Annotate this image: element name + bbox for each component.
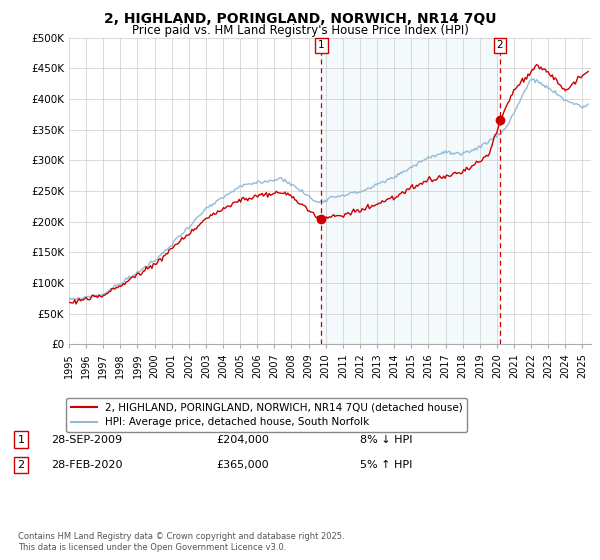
Text: 1: 1 [17, 435, 25, 445]
Text: 5% ↑ HPI: 5% ↑ HPI [360, 460, 412, 470]
Legend: 2, HIGHLAND, PORINGLAND, NORWICH, NR14 7QU (detached house), HPI: Average price,: 2, HIGHLAND, PORINGLAND, NORWICH, NR14 7… [67, 398, 467, 432]
Text: 28-SEP-2009: 28-SEP-2009 [51, 435, 122, 445]
Text: £365,000: £365,000 [216, 460, 269, 470]
Text: 8% ↓ HPI: 8% ↓ HPI [360, 435, 413, 445]
Text: 2: 2 [17, 460, 25, 470]
Text: Price paid vs. HM Land Registry's House Price Index (HPI): Price paid vs. HM Land Registry's House … [131, 24, 469, 36]
Text: £204,000: £204,000 [216, 435, 269, 445]
Text: 2, HIGHLAND, PORINGLAND, NORWICH, NR14 7QU: 2, HIGHLAND, PORINGLAND, NORWICH, NR14 7… [104, 12, 496, 26]
Text: 1: 1 [318, 40, 325, 50]
Text: 28-FEB-2020: 28-FEB-2020 [51, 460, 122, 470]
Text: Contains HM Land Registry data © Crown copyright and database right 2025.
This d: Contains HM Land Registry data © Crown c… [18, 532, 344, 552]
Bar [322, 38, 500, 344]
Text: 2: 2 [496, 40, 503, 50]
